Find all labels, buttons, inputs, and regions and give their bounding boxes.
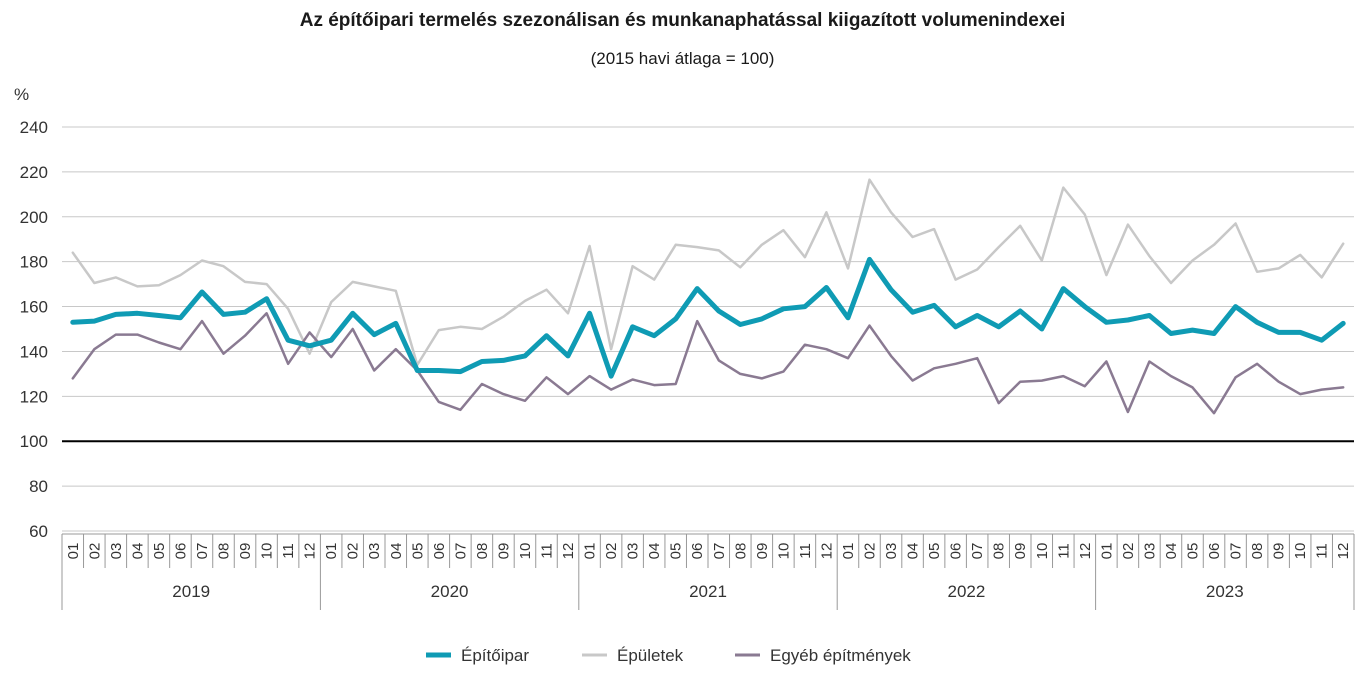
x-tick-label: 06 bbox=[1206, 543, 1223, 560]
y-tick-label: 80 bbox=[29, 477, 48, 496]
x-tick-label: 11 bbox=[280, 543, 297, 559]
x-tick-label: 08 bbox=[1249, 543, 1266, 560]
series-line-p-t-ipar bbox=[70, 256, 1346, 379]
x-tick-label: 05 bbox=[668, 543, 685, 560]
x-tick-label: 05 bbox=[1185, 543, 1202, 560]
x-tick-label: 11 bbox=[539, 543, 556, 559]
year-label: 2020 bbox=[431, 582, 469, 601]
x-tick-label: 10 bbox=[775, 543, 792, 560]
y-tick-label: 120 bbox=[20, 387, 48, 406]
chart-title: Az építőipari termelés szezonálisan és m… bbox=[299, 10, 1066, 31]
x-tick-label: 08 bbox=[216, 543, 233, 560]
x-tick-label: 01 bbox=[65, 543, 82, 560]
x-tick-label: 12 bbox=[818, 543, 835, 560]
x-tick-label: 11 bbox=[797, 543, 814, 559]
series-line-egy-b-p-tm-nyek bbox=[71, 312, 1345, 415]
x-tick-label: 01 bbox=[1098, 543, 1115, 560]
y-tick-label: 140 bbox=[20, 342, 48, 361]
x-tick-label: 08 bbox=[732, 543, 749, 560]
x-tick-label: 07 bbox=[452, 543, 469, 560]
x-axis: 01 02 03 04 05 06 07 08 09 10 11 12 01 02 03 04 05 06 07 08… bbox=[61, 533, 1355, 610]
legend-label: Egyéb építmények bbox=[770, 646, 911, 665]
x-tick-label: 01 bbox=[840, 543, 857, 560]
y-tick-label: 160 bbox=[20, 298, 48, 317]
chart-subtitle: (2015 havi átlaga = 100) bbox=[590, 49, 775, 68]
x-tick-label: 07 bbox=[969, 543, 986, 560]
x-tick-label: 07 bbox=[711, 543, 728, 560]
y-axis-ticks: 60 80 100 120 140 160 180 200 220 240 bbox=[20, 118, 48, 541]
x-tick-label: 12 bbox=[302, 543, 319, 560]
x-tick-label: 02 bbox=[345, 543, 362, 560]
x-tick-label: 04 bbox=[129, 543, 146, 560]
y-tick-label: 100 bbox=[20, 432, 48, 451]
x-tick-label: 09 bbox=[1012, 543, 1029, 560]
y-axis-label: % bbox=[14, 85, 29, 104]
x-tick-label: 03 bbox=[1141, 543, 1158, 560]
x-tick-label: 03 bbox=[883, 543, 900, 560]
series-line-p-letek bbox=[71, 178, 1345, 367]
x-tick-label: 06 bbox=[172, 543, 189, 560]
legend-label: Épületek bbox=[617, 646, 684, 665]
year-label: 2021 bbox=[689, 582, 727, 601]
x-tick-label: 05 bbox=[409, 543, 426, 560]
x-tick-label: 09 bbox=[1271, 543, 1288, 560]
x-tick-label: 05 bbox=[926, 543, 943, 560]
x-tick-label: 06 bbox=[948, 543, 965, 560]
x-tick-label: 01 bbox=[323, 543, 340, 560]
x-tick-label: 02 bbox=[862, 543, 879, 560]
x-tick-label: 10 bbox=[517, 543, 534, 560]
x-tick-label: 05 bbox=[151, 543, 168, 560]
x-tick-label: 12 bbox=[1077, 543, 1094, 560]
x-tick-label: 09 bbox=[495, 543, 512, 560]
x-tick-label: 02 bbox=[1120, 543, 1137, 560]
x-tick-label: 12 bbox=[1335, 543, 1352, 560]
x-tick-label: 06 bbox=[689, 543, 706, 560]
gridlines bbox=[62, 126, 1354, 532]
legend: Építőipar Épületek Egyéb építmények bbox=[426, 646, 911, 665]
series-lines bbox=[70, 178, 1346, 415]
y-tick-label: 60 bbox=[29, 522, 48, 541]
x-tick-label: 09 bbox=[754, 543, 771, 560]
legend-label: Építőipar bbox=[461, 646, 529, 665]
x-tick-label: 07 bbox=[194, 543, 211, 560]
x-tick-label: 11 bbox=[1055, 543, 1072, 559]
x-tick-label: 03 bbox=[625, 543, 642, 560]
y-tick-label: 200 bbox=[20, 208, 48, 227]
x-tick-label: 11 bbox=[1314, 543, 1331, 559]
x-tick-label: 10 bbox=[1034, 543, 1051, 560]
x-tick-label: 02 bbox=[603, 543, 620, 560]
x-tick-label: 02 bbox=[86, 543, 103, 560]
x-tick-label: 03 bbox=[108, 543, 125, 560]
year-label: 2023 bbox=[1206, 582, 1244, 601]
x-tick-label: 06 bbox=[431, 543, 448, 560]
x-tick-label: 04 bbox=[388, 543, 405, 560]
x-tick-label: 01 bbox=[582, 543, 599, 560]
y-tick-label: 180 bbox=[20, 253, 48, 272]
y-tick-label: 240 bbox=[20, 118, 48, 137]
x-tick-label: 08 bbox=[991, 543, 1008, 560]
x-tick-label: 03 bbox=[366, 543, 383, 560]
x-tick-label: 04 bbox=[1163, 543, 1180, 560]
x-tick-label: 07 bbox=[1228, 543, 1245, 560]
x-tick-label: 10 bbox=[1292, 543, 1309, 560]
x-tick-label: 10 bbox=[259, 543, 276, 560]
y-tick-label: 220 bbox=[20, 163, 48, 182]
x-tick-label: 12 bbox=[560, 543, 577, 560]
x-tick-label: 09 bbox=[237, 543, 254, 560]
x-tick-label: 04 bbox=[905, 543, 922, 560]
year-label: 2022 bbox=[947, 582, 985, 601]
x-tick-label: 08 bbox=[474, 543, 491, 560]
x-tick-label: 04 bbox=[646, 543, 663, 560]
year-label: 2019 bbox=[172, 582, 210, 601]
